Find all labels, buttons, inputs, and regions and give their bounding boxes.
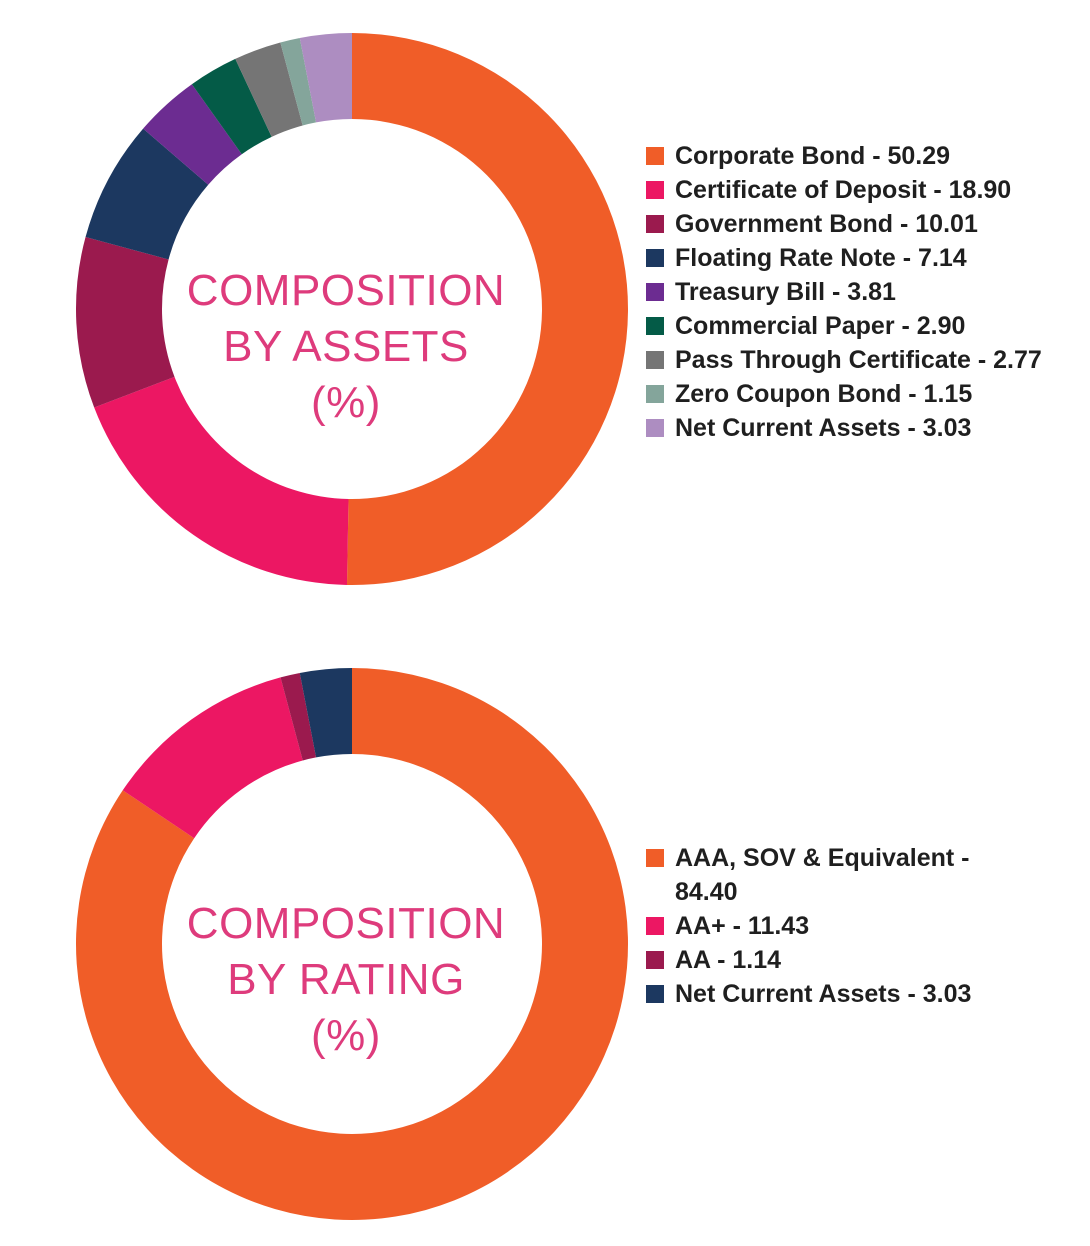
donut-slice (299, 33, 352, 123)
legend-swatch (646, 419, 664, 437)
center-label-line: BY RATING (227, 955, 465, 1004)
center-label-line: (%) (311, 1011, 381, 1060)
legend-item: Net Current Assets - 3.03 (646, 411, 1042, 445)
center-label-rating: COMPOSITION BY RATING (%) (156, 896, 536, 1064)
donut-slice (235, 42, 303, 137)
legend-item: AA+ - 11.43 (646, 909, 995, 943)
legend-item: Zero Coupon Bond - 1.15 (646, 377, 1042, 411)
donut-slice (75, 668, 629, 1220)
legend-swatch (646, 215, 664, 233)
donut-slice (85, 128, 209, 260)
legend-swatch (646, 385, 664, 403)
legend-item: Corporate Bond - 50.29 (646, 139, 1042, 173)
legend-swatch (646, 917, 664, 935)
legend-swatch (646, 351, 664, 369)
legend-item: Commercial Paper - 2.90 (646, 309, 1042, 343)
center-label-line: BY ASSETS (223, 322, 469, 371)
legend-swatch (646, 985, 664, 1003)
legend-item: Pass Through Certificate - 2.77 (646, 343, 1042, 377)
legend-swatch (646, 951, 664, 969)
legend-label: Floating Rate Note - 7.14 (675, 244, 967, 272)
legend-item: Floating Rate Note - 7.14 (646, 241, 1042, 275)
center-label-line: COMPOSITION (186, 266, 506, 315)
donut-slice (191, 58, 272, 155)
legend-item: AAA, SOV & Equivalent - 84.40 (646, 841, 995, 909)
legend-swatch (646, 249, 664, 267)
donut-slice (280, 672, 317, 761)
legend-label: Pass Through Certificate - 2.77 (675, 346, 1042, 374)
legend-rating: AAA, SOV & Equivalent - 84.40 AA+ - 11.43… (646, 841, 995, 1011)
legend-item: Net Current Assets - 3.03 (646, 977, 995, 1011)
legend-assets: Corporate Bond - 50.29 Certificate of Dep… (646, 139, 1042, 445)
legend-swatch (646, 147, 664, 165)
legend-label: Zero Coupon Bond - 1.15 (675, 380, 973, 408)
donut-slice (346, 33, 629, 585)
center-label-line: (%) (311, 378, 381, 427)
legend-label: AA+ - 11.43 (675, 912, 810, 940)
legend-swatch (646, 181, 664, 199)
donut-slice (76, 237, 175, 408)
legend-label: AAA, SOV & Equivalent - 84.40 (675, 844, 970, 906)
donut-chart-assets (76, 33, 629, 585)
legend-item: AA - 1.14 (646, 943, 995, 977)
legend-label: Treasury Bill - 3.81 (675, 278, 896, 306)
legend-label: Net Current Assets - 3.03 (675, 414, 972, 442)
legend-item: Certificate of Deposit - 18.90 (646, 173, 1042, 207)
legend-label: AA - 1.14 (675, 946, 782, 974)
donut-slice (299, 668, 352, 758)
center-label-assets: COMPOSITION BY ASSETS (%) (156, 263, 536, 431)
center-label-line: COMPOSITION (186, 899, 506, 948)
donut-slice (143, 84, 242, 185)
donut-slice (122, 677, 303, 839)
legend-label: Net Current Assets - 3.03 (675, 980, 972, 1008)
legend-label: Certificate of Deposit - 18.90 (675, 176, 1012, 204)
legend-label: Corporate Bond - 50.29 (675, 142, 951, 170)
donut-slice (280, 37, 317, 126)
legend-swatch (646, 317, 664, 335)
legend-label: Government Bond - 10.01 (675, 210, 978, 238)
legend-item: Government Bond - 10.01 (646, 207, 1042, 241)
legend-swatch (646, 849, 664, 867)
legend-swatch (646, 283, 664, 301)
donut-slice (94, 376, 349, 585)
legend-item: Treasury Bill - 3.81 (646, 275, 1042, 309)
legend-label: Commercial Paper - 2.90 (675, 312, 966, 340)
donut-chart-rating (75, 668, 629, 1220)
